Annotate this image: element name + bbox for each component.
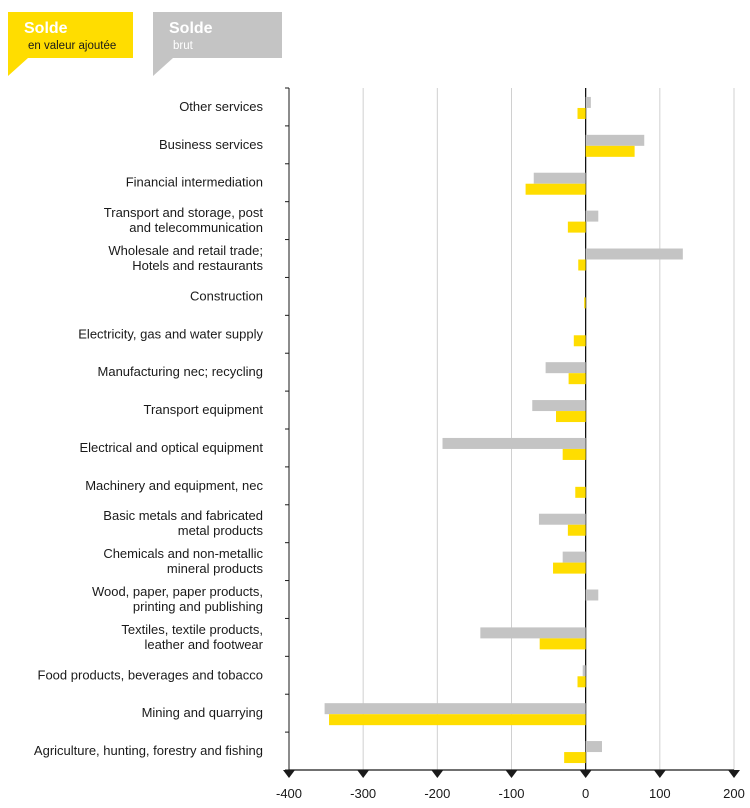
x-axis-tick bbox=[653, 770, 666, 778]
x-axis: -400 -300 -200 -100 0 100 200 bbox=[276, 87, 745, 801]
bar-gross bbox=[532, 400, 586, 412]
x-axis-tick bbox=[357, 770, 370, 778]
category-label: Mining and quarrying bbox=[142, 705, 263, 720]
bar-value-added bbox=[567, 221, 586, 233]
category-labels: Other services Business services Financial… bbox=[34, 99, 264, 758]
bar-value-added bbox=[525, 183, 586, 195]
bar-value-added bbox=[556, 411, 586, 423]
bar-gross bbox=[324, 703, 586, 715]
category-label: Construction bbox=[190, 288, 263, 303]
bar-value-added bbox=[575, 486, 586, 498]
bar-gross bbox=[585, 741, 602, 753]
category-label: Manufacturing nec; recycling bbox=[98, 364, 263, 379]
bar-value-added bbox=[539, 638, 586, 650]
legend-gross: Solde brut bbox=[153, 12, 282, 58]
category-label: Electrical and optical equipment bbox=[79, 440, 263, 455]
x-tick-label: -200 bbox=[424, 786, 450, 801]
bar-gross bbox=[585, 210, 599, 222]
legend-value-added-title: Solde bbox=[24, 20, 68, 37]
legend-gross-title: Solde bbox=[169, 20, 213, 37]
bar-value-added bbox=[567, 524, 586, 536]
grid-layer bbox=[362, 88, 735, 770]
bar-value-added bbox=[573, 335, 586, 347]
bar-gross bbox=[585, 248, 683, 260]
x-axis-tick bbox=[283, 770, 295, 778]
bar-value-added bbox=[568, 373, 586, 385]
bar-value-added bbox=[585, 145, 635, 157]
bar-value-added bbox=[584, 297, 586, 309]
category-label: Food products, beverages and tobacco bbox=[38, 667, 263, 682]
legend-gross-flag bbox=[153, 58, 173, 76]
x-tick-label: 100 bbox=[649, 786, 671, 801]
bar-gross bbox=[538, 513, 586, 525]
bar-value-added bbox=[564, 752, 586, 764]
category-label: Basic metals and fabricated metal product… bbox=[103, 508, 263, 538]
x-tick-label: 200 bbox=[723, 786, 745, 801]
legend-gross-subtitle: brut bbox=[173, 40, 193, 52]
category-label: Textiles, textile products, leather and f… bbox=[121, 622, 263, 652]
legend-value-added: Solde en valeur ajoutée bbox=[8, 12, 133, 58]
x-tick-label: -400 bbox=[276, 786, 302, 801]
bar-gross bbox=[545, 362, 586, 374]
bar-value-added bbox=[578, 259, 586, 271]
x-axis-tick bbox=[505, 770, 518, 778]
category-label: Wood, paper, paper products, printing and… bbox=[92, 584, 263, 614]
bar-gross bbox=[480, 627, 586, 639]
category-label: Electricity, gas and water supply bbox=[78, 326, 263, 341]
x-axis-tick bbox=[431, 770, 444, 778]
x-tick-label: 0 bbox=[582, 786, 589, 801]
x-axis-tick bbox=[579, 770, 592, 778]
x-tick-label: -300 bbox=[350, 786, 376, 801]
category-label: Financial intermediation bbox=[126, 175, 263, 190]
bar-gross bbox=[442, 437, 586, 449]
legend-value-added-subtitle: en valeur ajoutée bbox=[28, 40, 117, 52]
bar-gross bbox=[562, 551, 586, 563]
category-label: Other services bbox=[179, 99, 263, 114]
bar-value-added bbox=[562, 448, 586, 460]
category-label: Agriculture, hunting, forestry and fishi… bbox=[34, 743, 263, 758]
bars-layer bbox=[324, 96, 683, 764]
x-axis-tick bbox=[728, 770, 740, 778]
category-label: Business services bbox=[159, 137, 264, 152]
category-label: Chemicals and non-metallic mineral produc… bbox=[103, 546, 263, 576]
x-tick-label: -100 bbox=[498, 786, 524, 801]
category-label: Transport and storage, post and telecommu… bbox=[104, 205, 264, 235]
bar-gross bbox=[582, 665, 586, 677]
bar-gross bbox=[585, 134, 645, 146]
bar-value-added bbox=[577, 107, 586, 119]
bar-gross bbox=[585, 589, 599, 601]
bar-value-added bbox=[577, 676, 586, 688]
category-label: Machinery and equipment, nec bbox=[85, 478, 263, 493]
category-label: Wholesale and retail trade; Hotels and re… bbox=[108, 243, 263, 273]
legend-value-added-flag bbox=[8, 58, 28, 76]
bar-value-added bbox=[329, 714, 586, 726]
category-label: Transport equipment bbox=[144, 402, 264, 417]
bar-gross bbox=[585, 96, 591, 108]
bar-value-added bbox=[553, 562, 586, 574]
bar-gross bbox=[533, 172, 586, 184]
